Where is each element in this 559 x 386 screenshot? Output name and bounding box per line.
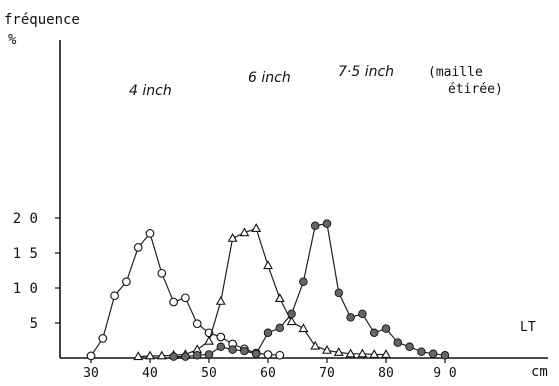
y-axis-label: fréquence: [4, 12, 80, 28]
data-point: [381, 349, 391, 358]
data-point: [133, 243, 143, 252]
data-point: [156, 350, 167, 360]
data-point: [251, 223, 262, 232]
data-point: [240, 346, 249, 356]
data-point: [263, 260, 273, 270]
data-point: [216, 342, 226, 352]
data-point: [275, 323, 285, 333]
data-point: [440, 350, 450, 360]
data-point: [286, 316, 297, 326]
data-point: [157, 268, 167, 278]
data-point: [98, 334, 108, 343]
tick-marks: 30 40 50 60 70 80 9 0 5 1 0 1 5 2 0: [13, 211, 457, 381]
data-point: [369, 328, 379, 338]
x-tick-label: 70: [319, 366, 335, 381]
data-point: [216, 332, 226, 342]
x-tick-label: 60: [260, 366, 276, 381]
x-tick-label: 40: [142, 366, 158, 381]
y-axis-unit: %: [8, 32, 17, 48]
data-point: [215, 295, 226, 305]
data-point: [263, 350, 273, 359]
data-point: [381, 324, 391, 333]
data-point: [346, 313, 355, 322]
data-point: [428, 349, 438, 359]
series-layer: [86, 219, 450, 361]
x-tick-label: 9 0: [433, 366, 456, 381]
series-label-6-inch: 6 inch: [248, 70, 291, 86]
data-point: [122, 277, 131, 287]
data-point: [169, 297, 178, 307]
data-point: [357, 348, 368, 358]
data-point: [333, 347, 344, 356]
data-point: [228, 345, 237, 354]
data-point: [287, 309, 296, 319]
x-tick-label: 30: [83, 366, 99, 381]
data-point: [275, 350, 285, 360]
data-point: [192, 350, 202, 360]
data-point: [227, 232, 238, 242]
data-point: [169, 352, 178, 361]
x-tick-label: 80: [378, 366, 394, 381]
data-point: [334, 288, 344, 298]
data-point: [145, 350, 155, 360]
y-tick-label: 5: [30, 316, 38, 332]
data-point: [181, 352, 190, 361]
data-point: [345, 348, 356, 358]
series-1: [133, 223, 391, 361]
data-point: [239, 227, 250, 237]
y-tick-label: 1 0: [13, 281, 38, 297]
data-point: [192, 319, 202, 329]
data-point: [204, 350, 214, 359]
y-tick-label: 1 5: [13, 246, 38, 262]
series-label-7-5-inch: 7·5 inch: [338, 64, 394, 80]
data-point: [298, 323, 309, 333]
x-tick-label: 50: [201, 366, 217, 381]
data-point: [251, 349, 261, 359]
data-point: [204, 335, 214, 345]
data-point: [110, 291, 119, 301]
series-0: [86, 229, 285, 361]
data-point: [263, 328, 273, 338]
data-point: [358, 309, 367, 319]
data-point: [145, 229, 155, 238]
x-axis-unit: cm: [531, 364, 548, 380]
data-point: [322, 344, 332, 354]
data-point: [133, 351, 144, 361]
data-point: [417, 347, 426, 356]
y-tick-label: 2 0: [13, 211, 38, 227]
series-label-4-inch: 4 inch: [129, 83, 172, 99]
data-point: [369, 349, 380, 358]
x-axis-label: LT: [520, 320, 536, 335]
data-point: [274, 293, 285, 302]
data-point: [181, 293, 190, 303]
series-note-etiree: étirée): [448, 82, 503, 97]
data-point: [393, 338, 403, 347]
data-point: [405, 342, 414, 352]
data-point: [310, 221, 320, 230]
series-2: [169, 219, 450, 361]
data-point: [86, 351, 96, 361]
data-point: [299, 277, 308, 286]
series-line: [138, 227, 386, 358]
data-point: [310, 340, 321, 350]
series-note-maille: (maille: [428, 65, 483, 80]
data-point: [322, 219, 332, 228]
